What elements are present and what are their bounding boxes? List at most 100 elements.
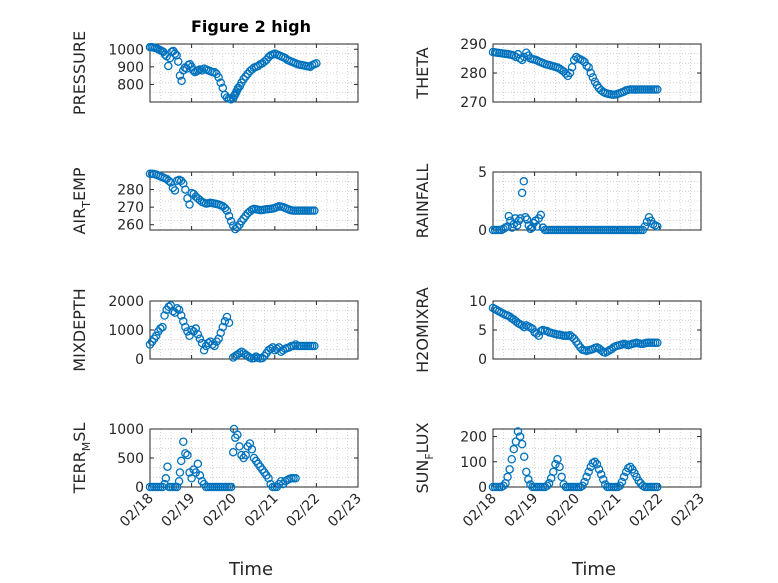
data-point [163, 462, 172, 471]
data-point [176, 456, 186, 466]
data-point [515, 54, 525, 63]
data-point [499, 481, 508, 490]
data-point [505, 465, 514, 474]
data-point [517, 439, 527, 449]
data-point [170, 186, 180, 195]
data-point [653, 85, 662, 94]
y-axis-label: SUNFLUX [413, 422, 436, 493]
data-point [264, 52, 273, 62]
data-point [513, 427, 523, 436]
data-point [509, 444, 519, 454]
data-point [183, 327, 192, 336]
data-point [239, 74, 248, 84]
data-point [247, 65, 257, 74]
data-point [619, 472, 629, 482]
y-tick-label: 280 [460, 66, 487, 82]
data-point [524, 475, 533, 484]
data-point [187, 325, 196, 335]
data-point [239, 214, 248, 223]
data-point [582, 472, 591, 482]
data-point [519, 452, 529, 461]
data-point [592, 460, 602, 469]
data-series [488, 303, 662, 357]
axes-box [492, 428, 702, 488]
data-point [179, 437, 188, 447]
data-point [519, 322, 529, 332]
x-axis-label-left: Time [228, 559, 273, 580]
data-point [596, 346, 606, 355]
data-point [519, 177, 529, 186]
y-tick-label: 1000 [108, 323, 144, 339]
data-point [586, 68, 596, 78]
data-point [172, 303, 182, 313]
data-point [588, 73, 598, 82]
data-point [312, 59, 321, 68]
data-point [174, 476, 184, 486]
data-point [249, 353, 259, 363]
data-point [218, 322, 228, 332]
data-point [187, 474, 196, 483]
data-point [305, 62, 315, 72]
data-point [584, 467, 593, 477]
data-point [310, 341, 319, 351]
data-point [210, 341, 219, 351]
data-point [224, 211, 234, 221]
data-point [185, 200, 194, 209]
data-series [145, 42, 321, 104]
data-point [653, 338, 662, 348]
y-axis-label: PRESSURE [70, 31, 89, 115]
y-axis-label-rest: EMP [70, 167, 89, 201]
y-tick-label: 0 [478, 352, 487, 368]
y-axis-label-main: AIR [70, 208, 89, 235]
data-point [233, 223, 242, 232]
y-tick-label: 280 [117, 183, 144, 199]
data-point [567, 332, 577, 342]
data-point [289, 341, 298, 351]
data-point [179, 317, 188, 326]
data-point [532, 329, 541, 338]
data-point [578, 56, 587, 65]
data-point [507, 455, 516, 464]
data-point [598, 475, 608, 484]
subplot-rainfall: 0 5 RAINFALL [413, 164, 702, 239]
data-point [291, 340, 300, 349]
y-tick-label: 0 [478, 480, 487, 496]
data-point [512, 221, 522, 230]
y-tick-label: 1000 [108, 422, 144, 438]
data-point [164, 61, 173, 71]
data-point [503, 472, 512, 482]
data-point [555, 462, 564, 472]
data-point [640, 222, 650, 231]
data-point [517, 188, 527, 198]
data-point [553, 455, 562, 464]
data-point [519, 52, 529, 62]
data-point [237, 216, 246, 226]
data-point [174, 305, 184, 314]
y-tick-label: 1000 [108, 42, 144, 58]
figure-title: Figure 2 high [191, 17, 311, 36]
data-point [522, 215, 532, 224]
data-point [183, 450, 192, 460]
y-tick-label: 260 [117, 218, 144, 234]
data-point [580, 477, 589, 487]
data-point [582, 61, 591, 71]
data-point [222, 312, 232, 322]
data-point [193, 330, 203, 339]
data-point [170, 49, 180, 58]
data-point [527, 223, 537, 232]
data-point [228, 447, 238, 457]
data-point [181, 185, 190, 194]
data-point [549, 467, 558, 477]
y-axis-label-rest: LUX [413, 422, 432, 453]
y-axis-label-main: TERR [70, 451, 89, 494]
data-point [534, 331, 544, 341]
data-point [226, 216, 236, 226]
data-point [536, 210, 546, 220]
x-axis-label-right: Time [571, 559, 616, 580]
data-point [245, 439, 255, 448]
data-point [224, 318, 234, 327]
data-point [181, 449, 190, 458]
subplot-mixdepth: 0 1000 2000 MIXDEPTH [70, 288, 359, 372]
